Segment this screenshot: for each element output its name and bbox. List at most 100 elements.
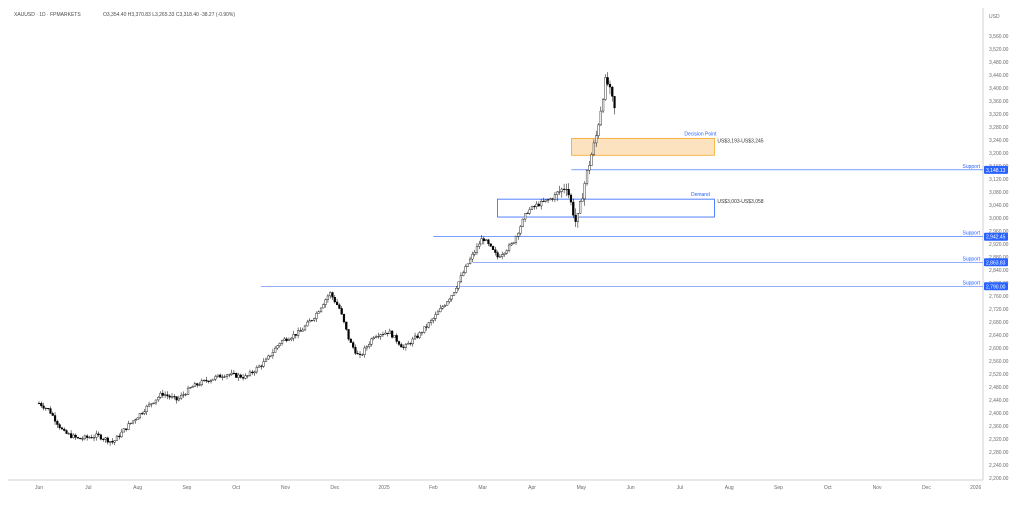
support-levels-layer: Support 3,148.13 Support 2,942.45 Support 2,8… [260, 164, 1008, 291]
candle-body [388, 330, 391, 334]
candle-body [487, 239, 490, 244]
y-tick-label: 2,640.00 [989, 333, 1009, 339]
candle-body [106, 437, 109, 443]
y-tick-label: 2,760.00 [989, 294, 1009, 300]
candle-body [356, 353, 359, 355]
candle-body [611, 86, 614, 97]
candle-body [283, 338, 286, 341]
candle-body [430, 320, 433, 323]
candle-body [333, 297, 336, 303]
y-tick-label: 3,120.00 [989, 177, 1009, 183]
x-tick-label: Aug [133, 485, 142, 491]
candle-body [136, 417, 139, 420]
candle-body [553, 194, 557, 200]
candle-body [384, 332, 387, 335]
candle-body [47, 407, 50, 409]
candle-body [127, 423, 130, 430]
candle-body [159, 392, 162, 398]
candle-body [150, 403, 153, 405]
candle-body [381, 334, 385, 336]
x-tick-label: Jun [35, 485, 43, 491]
x-tick-label: Sep [182, 485, 191, 491]
candle-body [232, 372, 236, 374]
candle-body [285, 338, 288, 341]
ohlc-readout: O3,354.40 H3,370.83 L3,265.33 C3,318.40 … [103, 12, 235, 18]
candle-body [546, 199, 550, 201]
x-axis-ticks: Jun Jul Aug Sep Oct Nov Dec 2025 Feb Mar Apr May Jun… [35, 485, 982, 491]
y-tick-label: 2,440.00 [989, 398, 1009, 404]
candle-body [253, 371, 256, 374]
candle-body [90, 437, 93, 439]
candle-body [280, 340, 284, 344]
candle-body [193, 383, 197, 387]
x-tick-label: Nov [873, 485, 882, 491]
y-tick-label: 3,200.00 [989, 151, 1009, 157]
candle-body [368, 344, 371, 347]
x-tick-label: Dec [330, 485, 339, 491]
candle-body [290, 337, 293, 340]
x-tick-label: 2026 [970, 485, 981, 491]
decision-point-zone[interactable] [571, 137, 715, 156]
candle-body [303, 325, 307, 331]
candle-body [131, 420, 135, 424]
candle-body [120, 431, 123, 438]
candle-body [310, 319, 313, 321]
candle-body [79, 437, 82, 440]
candle-body [209, 379, 213, 382]
candle-body [485, 239, 488, 242]
demand-label: Demand [691, 192, 710, 198]
candle-body [608, 83, 612, 88]
candle-body [432, 318, 435, 321]
candle-body [393, 335, 396, 338]
candle-body [141, 413, 144, 415]
candle-body [56, 421, 59, 425]
candle-body [342, 313, 346, 323]
y-tick-label: 3,240.00 [989, 138, 1009, 144]
candle-body [361, 354, 364, 356]
candle-body [264, 358, 268, 362]
candle-body [576, 213, 579, 222]
candle-body [170, 396, 174, 398]
demand-zone[interactable] [497, 198, 715, 218]
candle-body [466, 263, 469, 267]
candle-body [459, 275, 463, 283]
candle-body [329, 292, 332, 297]
candle-body [597, 124, 600, 136]
candle-body [212, 378, 215, 381]
candle-body [404, 343, 407, 348]
y-tick-label: 3,040.00 [989, 203, 1009, 209]
candle-body [51, 413, 54, 416]
candle-body [44, 407, 47, 409]
y-tick-label: 2,200.00 [989, 476, 1009, 482]
candle-body [528, 209, 531, 214]
candle-body [574, 215, 577, 222]
candle-body [88, 437, 91, 439]
candle-body [331, 292, 334, 298]
candle-body [225, 374, 229, 377]
y-tick-label: 2,240.00 [989, 463, 1009, 469]
candle-body [446, 301, 449, 306]
candle-body [184, 394, 187, 396]
candle-body [533, 206, 536, 208]
candle-body [102, 438, 105, 440]
candle-body [335, 301, 339, 306]
candle-body [122, 428, 125, 433]
candle-body [579, 201, 582, 214]
candle-body [560, 188, 563, 192]
candle-body [239, 374, 242, 378]
symbol-label[interactable]: XAUUSD · 1D · FPMARKETS [14, 12, 81, 18]
candle-body [345, 321, 348, 330]
support-price-tag [984, 165, 1008, 174]
x-tick-label: Oct [824, 485, 832, 491]
candle-body [276, 345, 279, 349]
candle-body [397, 341, 401, 345]
candle-body [411, 338, 414, 345]
candle-body [347, 329, 350, 340]
candle-body [161, 392, 164, 396]
candle-body [457, 281, 460, 289]
x-tick-label: Apr [528, 485, 536, 491]
candle-body [613, 96, 616, 109]
